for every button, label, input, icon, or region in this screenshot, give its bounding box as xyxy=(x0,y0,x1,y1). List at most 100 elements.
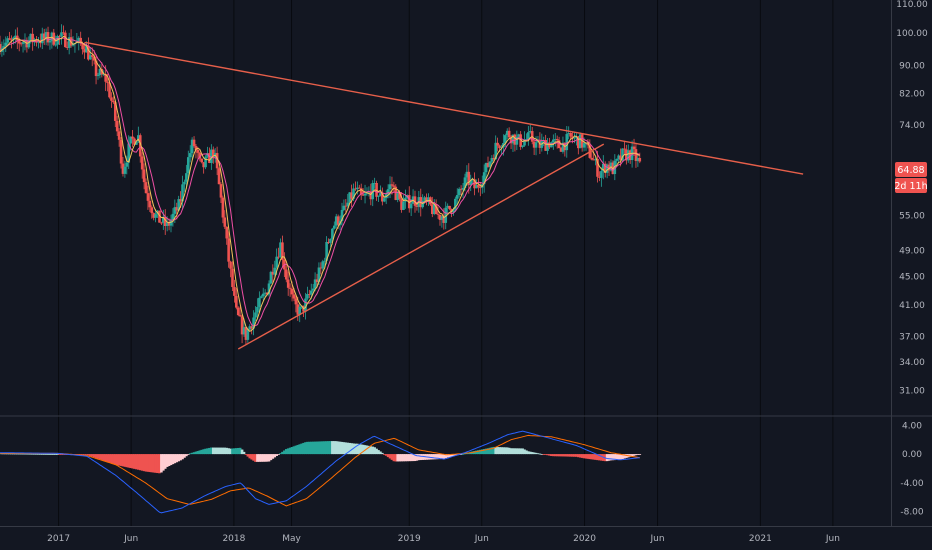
macd-histogram-bar xyxy=(573,454,576,457)
countdown-text: 2d 11h xyxy=(894,181,927,192)
macd-histogram-bar xyxy=(225,447,229,455)
macd-histogram-bar xyxy=(133,454,136,469)
macd-histogram-bar xyxy=(350,443,353,455)
candle-body xyxy=(553,139,557,140)
macd-histogram-bar xyxy=(434,454,438,460)
macd-histogram-bar xyxy=(83,454,86,455)
candle-body xyxy=(348,192,351,203)
macd-histogram-bar xyxy=(454,454,457,456)
macd-tick-label: 4.00 xyxy=(902,421,922,431)
candle-body xyxy=(490,157,494,162)
macd-histogram-bar xyxy=(202,449,205,455)
time-tick-label: Jun xyxy=(825,534,840,544)
macd-histogram-bar xyxy=(256,454,259,462)
macd-histogram-bar xyxy=(475,450,478,455)
candle-body xyxy=(138,135,142,157)
macd-histogram-bar xyxy=(388,454,392,459)
macd-histogram-bar xyxy=(438,454,442,460)
macd-histogram-bar xyxy=(96,454,100,459)
macd-histogram-bar xyxy=(613,454,617,461)
macd-histogram-bar xyxy=(331,441,334,455)
macd-histogram-bar xyxy=(334,441,338,455)
candle-body xyxy=(407,195,411,209)
candle-body xyxy=(632,146,636,150)
candle-body xyxy=(511,134,515,144)
macd-histogram-bar xyxy=(204,448,207,455)
macd-histogram-bar xyxy=(158,454,161,474)
macd-histogram-bar xyxy=(186,454,190,455)
macd-histogram-bar xyxy=(311,441,315,455)
candle-body xyxy=(356,187,359,190)
candle-body xyxy=(507,130,511,138)
candle-body xyxy=(475,185,478,189)
candles xyxy=(0,24,642,345)
macd-histogram-bar xyxy=(325,441,328,455)
macd-histogram-bar xyxy=(306,441,309,455)
candle-body xyxy=(250,326,253,329)
macd-histogram-bar xyxy=(317,441,321,455)
candle-body xyxy=(219,184,223,198)
candle-body xyxy=(296,304,300,315)
macd-histogram-bar xyxy=(261,454,265,462)
price-axis[interactable]: 110.00 100.00 90.00 82.00 74.00 55.00 49.00 45.… xyxy=(896,0,928,396)
macd-histogram-bar xyxy=(419,454,423,461)
macd-histogram-bar xyxy=(384,454,388,456)
candle-body xyxy=(498,145,501,149)
candle-body xyxy=(206,153,209,157)
macd-histogram-bar xyxy=(17,453,21,455)
candle-body xyxy=(290,288,294,295)
trendlines[interactable] xyxy=(84,41,804,350)
candle-body xyxy=(603,163,607,173)
macd-histogram-bar xyxy=(361,444,365,455)
macd-histogram-bar xyxy=(190,452,194,455)
candle-body xyxy=(14,35,17,38)
time-axis[interactable]: 2017 Jun 2018 May 2019 Jun 2020 Jun 2021 Jun xyxy=(47,534,840,544)
candle-body xyxy=(190,139,194,154)
candle-body xyxy=(634,149,638,161)
candle-body xyxy=(112,100,115,103)
candle-body xyxy=(607,164,611,171)
macd-histogram-bar xyxy=(113,454,117,465)
macd-histogram-bar xyxy=(382,454,386,455)
macd-histogram-bar xyxy=(407,454,411,462)
macd-tick-label: 0.00 xyxy=(902,450,922,460)
macd-histogram-bar xyxy=(430,454,434,460)
macd-histogram-bar xyxy=(571,454,574,457)
candle-body xyxy=(636,158,640,161)
macd-histogram-bar xyxy=(446,454,449,458)
candle-body xyxy=(457,188,461,196)
candle-body xyxy=(229,261,232,269)
macd-histogram-bar xyxy=(582,454,586,459)
macd-histogram-bar xyxy=(534,452,538,455)
candle-body xyxy=(577,136,580,149)
macd-histogram-bar xyxy=(58,454,61,455)
price-tick-label: 90.00 xyxy=(899,61,925,71)
macd-histogram-bar xyxy=(106,454,109,462)
macd-histogram-bar xyxy=(373,447,376,455)
candle-body xyxy=(344,205,348,207)
macd-histogram-bar xyxy=(40,453,44,455)
candle-body xyxy=(309,290,313,295)
macd-histogram-bar xyxy=(127,454,131,468)
candle-body xyxy=(292,294,296,299)
candle-body xyxy=(313,279,317,289)
candle-body xyxy=(177,199,180,211)
macd-histogram-bar xyxy=(142,454,146,472)
macd-histogram-bar xyxy=(308,441,311,455)
macd-histogram-bar xyxy=(394,454,398,462)
trendline xyxy=(237,143,605,350)
macd-histogram-bar xyxy=(92,454,96,458)
countdown-badge xyxy=(895,178,927,193)
macd-histogram-bar xyxy=(377,450,380,455)
candle-body xyxy=(459,188,463,190)
macd-axis[interactable]: 4.00 0.00 -4.00 -8.00 xyxy=(900,421,924,517)
macd-histogram-bar xyxy=(125,454,129,468)
candle-body xyxy=(448,205,451,210)
candle-body xyxy=(89,55,92,60)
candle-body xyxy=(527,132,530,140)
candle-body xyxy=(623,148,626,150)
macd-histogram-bar xyxy=(463,453,467,455)
macd-histogram-bar xyxy=(565,454,569,457)
candle-body xyxy=(386,189,390,195)
